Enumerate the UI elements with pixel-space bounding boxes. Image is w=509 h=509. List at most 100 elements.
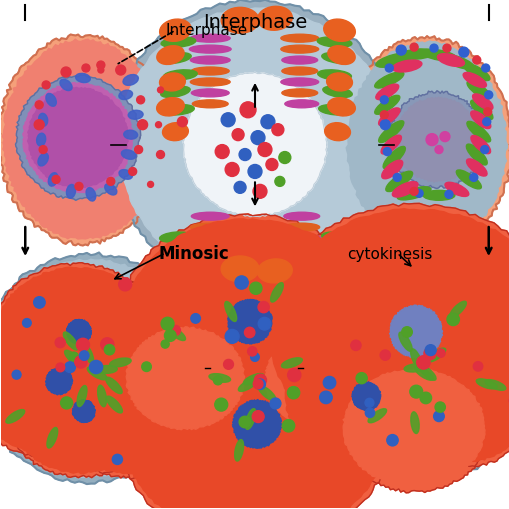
- Polygon shape: [114, 306, 394, 509]
- Circle shape: [244, 328, 254, 338]
- Ellipse shape: [327, 47, 354, 65]
- Circle shape: [161, 318, 174, 330]
- Circle shape: [282, 420, 294, 432]
- Circle shape: [225, 330, 239, 344]
- Ellipse shape: [191, 90, 229, 98]
- Polygon shape: [0, 312, 142, 456]
- Ellipse shape: [280, 79, 318, 87]
- Ellipse shape: [466, 122, 490, 143]
- Polygon shape: [337, 363, 490, 493]
- Text: cytokinesis: cytokinesis: [347, 246, 432, 262]
- Circle shape: [258, 144, 271, 157]
- Circle shape: [221, 114, 235, 127]
- Text: Interphase: Interphase: [203, 13, 306, 32]
- Circle shape: [480, 146, 488, 154]
- Ellipse shape: [281, 90, 317, 98]
- Ellipse shape: [75, 74, 90, 83]
- Polygon shape: [23, 83, 133, 193]
- Polygon shape: [72, 400, 95, 423]
- Circle shape: [106, 178, 115, 186]
- Polygon shape: [263, 204, 509, 464]
- Ellipse shape: [123, 75, 138, 86]
- Ellipse shape: [47, 428, 58, 448]
- Ellipse shape: [119, 91, 132, 100]
- Polygon shape: [228, 300, 272, 345]
- Polygon shape: [183, 73, 326, 217]
- Circle shape: [483, 108, 491, 117]
- Ellipse shape: [119, 171, 132, 180]
- Circle shape: [380, 97, 387, 105]
- Circle shape: [240, 103, 256, 119]
- Ellipse shape: [317, 38, 351, 48]
- Circle shape: [12, 371, 21, 379]
- Circle shape: [350, 341, 360, 351]
- Polygon shape: [15, 76, 140, 201]
- Circle shape: [469, 174, 477, 182]
- Circle shape: [409, 385, 422, 398]
- Circle shape: [56, 363, 65, 372]
- Ellipse shape: [323, 20, 355, 42]
- Ellipse shape: [189, 235, 231, 243]
- Ellipse shape: [48, 174, 58, 187]
- Circle shape: [355, 373, 366, 384]
- Ellipse shape: [86, 188, 96, 202]
- Ellipse shape: [257, 260, 292, 284]
- Ellipse shape: [128, 111, 143, 120]
- Circle shape: [253, 379, 263, 389]
- Polygon shape: [303, 253, 509, 485]
- Polygon shape: [64, 362, 196, 474]
- Circle shape: [287, 387, 299, 399]
- Ellipse shape: [422, 191, 454, 201]
- Circle shape: [380, 121, 389, 130]
- Polygon shape: [0, 260, 200, 477]
- Polygon shape: [9, 353, 153, 474]
- Ellipse shape: [382, 147, 405, 169]
- Ellipse shape: [317, 71, 351, 81]
- Ellipse shape: [38, 154, 48, 166]
- Circle shape: [190, 314, 200, 324]
- Polygon shape: [377, 332, 509, 469]
- Circle shape: [97, 62, 105, 70]
- Circle shape: [252, 411, 264, 422]
- Ellipse shape: [63, 332, 78, 350]
- Circle shape: [61, 397, 72, 409]
- Circle shape: [250, 353, 259, 362]
- Ellipse shape: [326, 74, 352, 92]
- Circle shape: [392, 174, 401, 182]
- Circle shape: [235, 276, 248, 290]
- Ellipse shape: [105, 377, 122, 394]
- Ellipse shape: [121, 151, 136, 160]
- Circle shape: [213, 376, 222, 385]
- Ellipse shape: [398, 332, 411, 352]
- Polygon shape: [0, 268, 156, 400]
- Ellipse shape: [104, 184, 117, 195]
- Circle shape: [128, 168, 136, 176]
- Polygon shape: [56, 287, 201, 407]
- Ellipse shape: [317, 246, 351, 257]
- Polygon shape: [0, 253, 206, 484]
- Polygon shape: [46, 369, 72, 395]
- Polygon shape: [279, 326, 448, 471]
- Polygon shape: [0, 307, 146, 460]
- Ellipse shape: [192, 101, 228, 108]
- Text: Interphase: Interphase: [165, 23, 247, 38]
- Circle shape: [76, 338, 90, 352]
- Ellipse shape: [270, 283, 283, 302]
- Ellipse shape: [257, 7, 292, 31]
- Circle shape: [446, 314, 459, 326]
- Ellipse shape: [191, 68, 229, 76]
- Ellipse shape: [190, 57, 230, 65]
- Ellipse shape: [190, 35, 230, 43]
- Circle shape: [134, 146, 143, 154]
- Ellipse shape: [60, 80, 72, 92]
- Ellipse shape: [282, 235, 320, 243]
- Ellipse shape: [162, 124, 188, 142]
- Polygon shape: [387, 92, 485, 189]
- Polygon shape: [134, 258, 375, 499]
- Circle shape: [482, 119, 490, 126]
- Polygon shape: [66, 320, 91, 345]
- Circle shape: [61, 68, 71, 78]
- Ellipse shape: [426, 348, 445, 362]
- Polygon shape: [258, 328, 380, 433]
- Polygon shape: [0, 36, 168, 246]
